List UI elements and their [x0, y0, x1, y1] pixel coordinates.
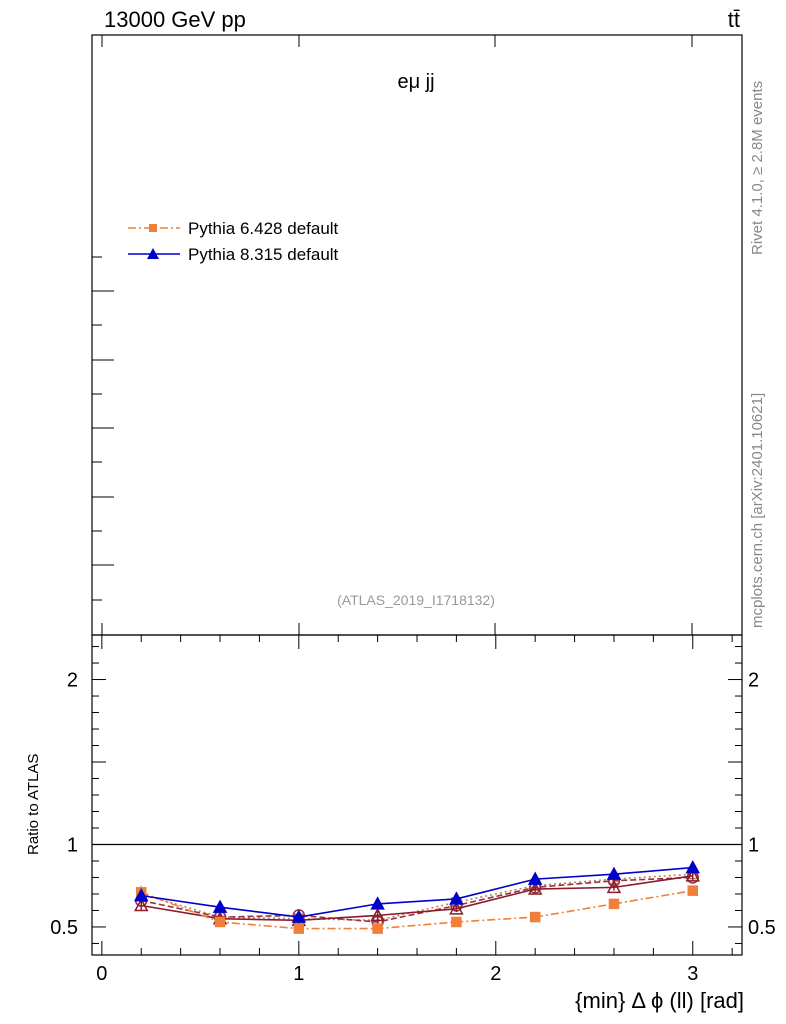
data-point [293, 923, 305, 934]
series-line [141, 866, 693, 918]
data-point [449, 891, 464, 905]
ratio-axis-ticks [92, 635, 742, 955]
process-label: tt̄ [728, 7, 740, 32]
ratio-panel-frame [91, 634, 743, 956]
channel-label: eμ jj [397, 71, 434, 93]
series-3 [135, 885, 699, 934]
data-point [608, 898, 620, 910]
ratio-series [133, 860, 701, 934]
data-point [687, 885, 699, 896]
data-point [527, 871, 543, 885]
y-tick-label-right: 2 [748, 670, 759, 692]
data-point [685, 860, 701, 874]
x-tick-label: 3 [687, 963, 698, 985]
data-point [529, 911, 541, 923]
data-point [370, 896, 385, 910]
y-tick-label: 1 [67, 834, 78, 856]
legend-marker-pythia6 [149, 224, 157, 232]
data-point [606, 879, 622, 894]
y-tick-label: 0.5 [50, 917, 78, 939]
x-tick-label: 0 [96, 963, 107, 985]
data-point [133, 897, 149, 912]
data-point [449, 901, 464, 915]
main-panel-ticks [92, 35, 693, 635]
legend-label-pythia6: Pythia 6.428 default [188, 219, 339, 238]
data-point [685, 868, 701, 882]
series-line [141, 876, 693, 923]
series-4 [133, 860, 701, 923]
data-point [133, 888, 149, 902]
data-point [606, 866, 622, 880]
analysis-id: (ATLAS_2019_I1718132) [337, 592, 495, 608]
data-point [372, 923, 383, 934]
data-point [527, 881, 543, 895]
y-tick-label-right: 1 [748, 834, 759, 856]
x-tick-label: 2 [490, 963, 501, 985]
data-point [370, 907, 385, 922]
series-line [141, 875, 693, 922]
mcplots-reference-label: mcplots.cern.ch [arXiv:2401.10621] [749, 393, 766, 628]
y-axis-label: Ratio to ATLAS [25, 754, 42, 855]
series-line [140, 889, 693, 930]
collision-label: 13000 GeV pp [104, 7, 246, 32]
main-panel-frame [91, 34, 743, 636]
legend-entry-pythia8: Pythia 8.315 default [128, 245, 339, 264]
y-tick-label: 2 [67, 670, 78, 692]
data-point [212, 899, 228, 913]
data-point [451, 916, 462, 928]
ratio-tick-labels: 0 1 2 3 0.5 0.5 1 1 2 2 [50, 670, 776, 985]
y-tick-label-right: 0.5 [748, 917, 776, 939]
legend: Pythia 6.428 default Pythia 8.315 defaul… [128, 219, 339, 264]
rivet-version-label: Rivet 4.1.0, ≥ 2.8M events [749, 81, 766, 255]
data-point [214, 916, 226, 928]
x-axis-label: {min} Δ ϕ (ll) [rad] [575, 988, 744, 1013]
data-point [291, 909, 307, 923]
legend-entry-pythia6: Pythia 6.428 default [128, 219, 339, 238]
legend-label-pythia8: Pythia 8.315 default [188, 245, 339, 264]
legend-marker-pythia8 [147, 248, 159, 259]
x-tick-label: 1 [293, 963, 304, 985]
